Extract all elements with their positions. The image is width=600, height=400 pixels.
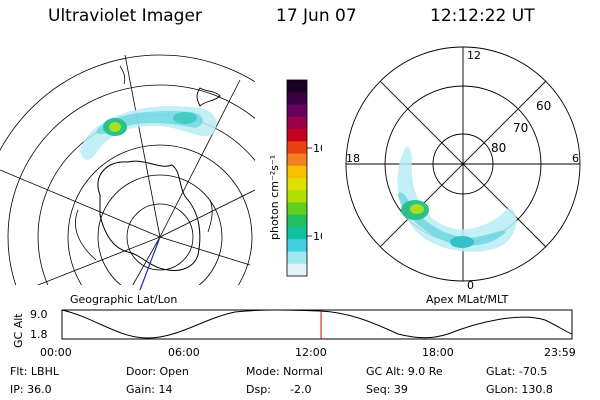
mlat-label-70: 70	[513, 121, 528, 135]
seq-info: Seq: 39	[366, 383, 408, 396]
glat-info: GLat: -70.5	[486, 365, 548, 378]
timeline-axis-label: GC Alt	[12, 313, 25, 348]
auroral-oval-geo	[80, 106, 217, 160]
colorbar-tick-10: 10	[313, 230, 322, 243]
colorbar-segment	[287, 178, 307, 191]
observation-time: 12:12:22 UT	[430, 6, 535, 26]
apex-panel-label: Apex MLat/MLT	[426, 293, 509, 306]
timeline-xtick-2359: 23:59	[544, 346, 576, 359]
dsp-label: Dsp:	[246, 383, 271, 396]
timeline-ytick-high: 9.0	[30, 308, 48, 321]
timeline-xtick-0600: 06:00	[168, 346, 200, 359]
observation-date: 17 Jun 07	[276, 6, 357, 26]
colorbar-segment	[287, 165, 307, 179]
dsp-value: -2.0	[290, 383, 312, 396]
colorbar-segment	[287, 92, 307, 105]
colorbar-segment	[287, 129, 307, 142]
timeline-xtick-1200: 12:00	[295, 346, 327, 359]
colorbar-tick-100: 100	[313, 142, 322, 155]
colorbar-segment	[287, 141, 307, 154]
mlat-label-80: 80	[491, 141, 506, 155]
ip-info: IP: 36.0	[10, 383, 52, 396]
colorbar-segment	[287, 227, 307, 240]
geo-panel-label: Geographic Lat/Lon	[70, 293, 178, 306]
mlt-label-12: 12	[467, 49, 481, 62]
colorbar-segment	[287, 80, 307, 93]
colorbar-segment	[287, 116, 307, 130]
timeline-xtick-1800: 18:00	[422, 346, 454, 359]
mlt-label-18: 18	[346, 152, 360, 165]
colorbar-segment	[287, 251, 307, 265]
mode-info: Mode: Normal	[246, 365, 323, 378]
gain-info: Gain: 14	[126, 383, 173, 396]
colorbar-segment	[287, 153, 307, 167]
intensity-colorbar: 100 10 photon cm⁻²s⁻¹	[268, 79, 322, 277]
door-info: Door: Open	[126, 365, 189, 378]
mlt-label-0: 0	[467, 279, 474, 292]
colorbar-segment	[287, 239, 307, 252]
apex-polar-plot: 12 18 6 0 60 70 80	[345, 46, 581, 292]
timeline-xtick-0000: 00:00	[40, 346, 72, 359]
glon-info: GLon: 130.8	[486, 383, 553, 396]
timeline-ytick-low: 1.8	[30, 328, 48, 341]
auroral-oval-apex	[397, 146, 517, 252]
gc-alt-info: GC Alt: 9.0 Re	[366, 365, 443, 378]
colorbar-unit-label: photon cm⁻²s⁻¹	[268, 155, 281, 240]
altitude-curve	[61, 309, 573, 339]
colorbar-segment	[287, 202, 307, 216]
colorbar-segment	[287, 190, 307, 203]
geographic-map	[0, 54, 255, 291]
altitude-timeline: GC Alt 9.0 1.8 00:00 06:00 12:00 18:00 2…	[12, 308, 576, 359]
colorbar-segment	[287, 214, 307, 228]
instrument-title: Ultraviolet Imager	[48, 6, 202, 26]
colorbar-segment	[287, 263, 307, 277]
mlt-label-6: 6	[572, 152, 579, 165]
mlat-label-60: 60	[536, 99, 551, 113]
colorbar-segment	[287, 104, 307, 118]
filter-info: Flt: LBHL	[10, 365, 59, 378]
